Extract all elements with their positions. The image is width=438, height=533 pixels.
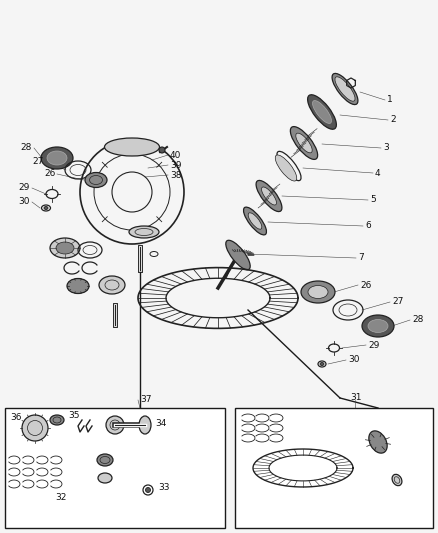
Text: 2: 2 (390, 116, 396, 125)
Text: 3: 3 (383, 143, 389, 152)
Text: 38: 38 (170, 171, 181, 180)
Ellipse shape (85, 173, 107, 188)
Ellipse shape (332, 74, 358, 104)
Ellipse shape (226, 240, 250, 270)
Ellipse shape (320, 362, 324, 366)
Ellipse shape (368, 319, 388, 333)
Text: 27: 27 (392, 297, 403, 306)
Text: 28: 28 (20, 143, 32, 152)
Text: 35: 35 (68, 411, 80, 421)
Ellipse shape (248, 213, 262, 229)
Ellipse shape (301, 281, 335, 303)
Text: 30: 30 (18, 198, 29, 206)
Ellipse shape (99, 276, 125, 294)
Ellipse shape (392, 474, 402, 486)
Text: 29: 29 (368, 341, 379, 350)
Text: 31: 31 (350, 393, 361, 402)
Ellipse shape (47, 151, 67, 165)
Text: 37: 37 (140, 395, 152, 405)
Text: 32: 32 (55, 494, 67, 503)
Ellipse shape (50, 238, 80, 258)
Ellipse shape (275, 155, 297, 181)
Text: 26: 26 (360, 280, 371, 289)
Ellipse shape (362, 315, 394, 337)
Ellipse shape (244, 207, 266, 235)
Ellipse shape (56, 242, 74, 254)
Text: 34: 34 (155, 419, 166, 429)
Ellipse shape (159, 147, 165, 153)
Ellipse shape (308, 286, 328, 298)
Ellipse shape (67, 279, 89, 294)
Bar (5, 408, 225, 528)
Ellipse shape (296, 133, 312, 153)
Ellipse shape (313, 101, 332, 124)
Ellipse shape (335, 77, 355, 101)
Ellipse shape (129, 226, 159, 238)
Text: 26: 26 (44, 169, 55, 179)
Text: 1: 1 (387, 95, 393, 104)
Text: 6: 6 (365, 222, 371, 230)
Ellipse shape (97, 454, 113, 466)
Ellipse shape (369, 431, 387, 453)
Text: 7: 7 (358, 254, 364, 262)
Ellipse shape (105, 138, 159, 156)
Ellipse shape (50, 415, 64, 425)
Ellipse shape (290, 126, 318, 159)
Ellipse shape (106, 416, 124, 434)
Ellipse shape (139, 416, 151, 434)
Bar (235, 408, 433, 528)
Text: 30: 30 (348, 356, 360, 365)
Ellipse shape (98, 473, 112, 483)
Ellipse shape (44, 206, 48, 209)
Ellipse shape (145, 488, 151, 492)
Text: 29: 29 (18, 183, 29, 192)
Ellipse shape (41, 147, 73, 169)
Text: 40: 40 (170, 150, 181, 159)
Ellipse shape (22, 415, 48, 441)
Ellipse shape (261, 187, 276, 205)
Text: 39: 39 (170, 160, 181, 169)
Text: 36: 36 (10, 414, 21, 423)
Text: 4: 4 (375, 168, 381, 177)
Ellipse shape (256, 180, 282, 212)
Text: 27: 27 (32, 157, 43, 166)
Text: 33: 33 (158, 483, 170, 492)
Ellipse shape (307, 95, 336, 130)
Text: 28: 28 (412, 316, 424, 325)
Text: 5: 5 (370, 196, 376, 205)
